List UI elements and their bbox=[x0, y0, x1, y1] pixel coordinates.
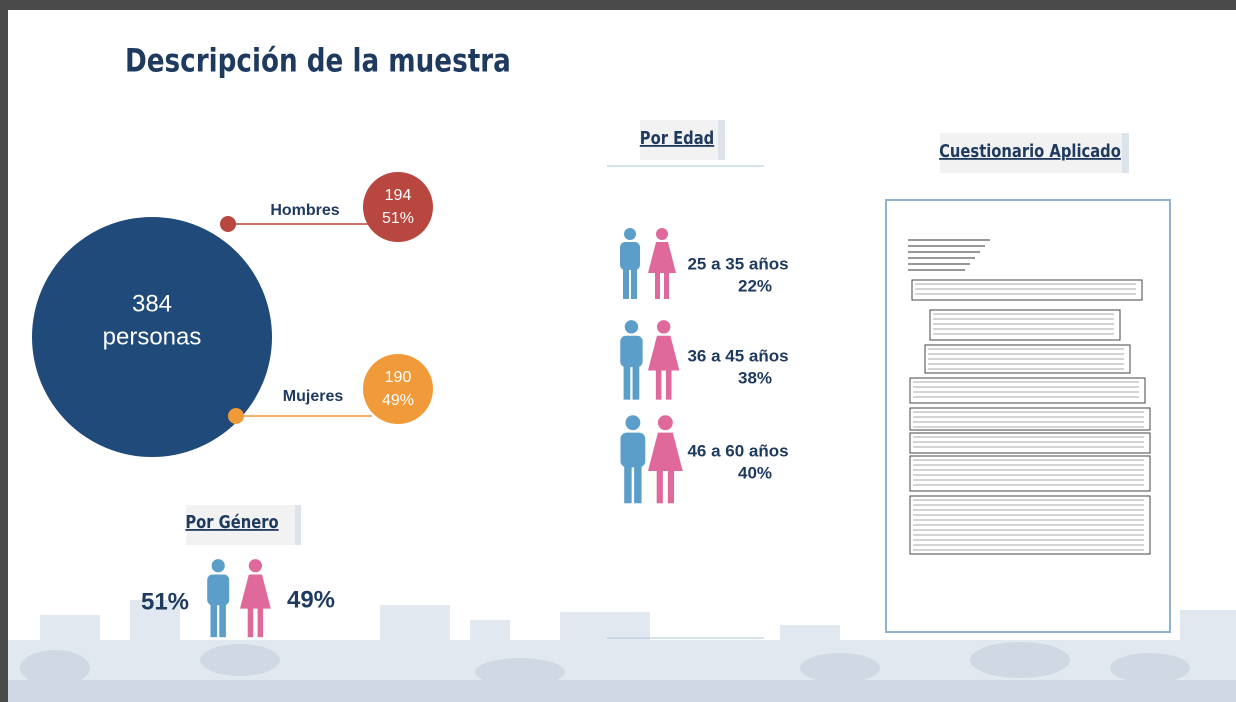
age-range: 46 a 60 años bbox=[687, 441, 788, 460]
women-percent: 49% bbox=[287, 586, 335, 613]
gender-label: Hombres bbox=[270, 202, 339, 219]
men-percent: 51% bbox=[141, 588, 189, 615]
top-border bbox=[0, 0, 1236, 10]
page: Descripción de la muestra 384 personas H… bbox=[0, 0, 1236, 702]
connector-dot bbox=[228, 408, 244, 424]
age-percent: 22% bbox=[738, 276, 772, 295]
heading-shadow bbox=[295, 505, 301, 545]
heading-shadow bbox=[1122, 133, 1129, 173]
total-label: personas bbox=[103, 323, 202, 350]
heading-shadow bbox=[718, 120, 725, 160]
slide: Descripción de la muestra 384 personas H… bbox=[0, 0, 1236, 702]
gender-circle bbox=[363, 172, 433, 242]
gender-percent: 49% bbox=[382, 392, 414, 409]
left-border bbox=[0, 0, 8, 702]
gender-count: 194 bbox=[385, 187, 412, 204]
section-heading: Cuestionario Aplicado bbox=[939, 141, 1121, 162]
title: Descripción de la muestra bbox=[125, 42, 511, 79]
gender-count: 190 bbox=[385, 369, 412, 386]
age-percent: 38% bbox=[738, 368, 772, 387]
connector-dot bbox=[220, 216, 236, 232]
gender-label: Mujeres bbox=[283, 388, 344, 405]
age-range: 25 a 35 años bbox=[687, 254, 788, 273]
gender-percent: 51% bbox=[382, 210, 414, 227]
section-heading: Por Edad bbox=[640, 128, 714, 149]
age-percent: 40% bbox=[738, 463, 772, 482]
age-range: 36 a 45 años bbox=[687, 346, 788, 365]
gender-circle bbox=[363, 354, 433, 424]
total-number: 384 bbox=[132, 290, 172, 317]
section-heading: Por Género bbox=[185, 512, 278, 533]
questionnaire-frame bbox=[886, 200, 1170, 632]
